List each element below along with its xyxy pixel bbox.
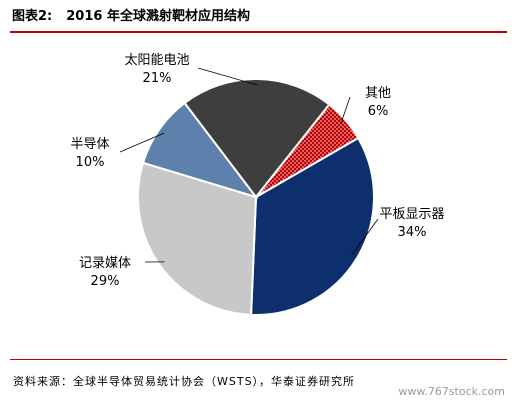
leader-line xyxy=(197,67,258,86)
slice-category-label: 其他 xyxy=(365,86,391,101)
chart-title: 2016 年全球溅射靶材应用结构 xyxy=(66,9,250,24)
leader-line xyxy=(119,132,165,153)
slice-category-label: 半导体 xyxy=(70,137,109,152)
leader-line xyxy=(340,96,351,124)
pie-slices xyxy=(137,78,375,316)
source-note: 资料来源：全球半导体贸易统计协会（WSTS），华泰证券研究所 xyxy=(13,375,356,388)
slice-category-label: 平板显示器 xyxy=(379,207,444,222)
footer-rule xyxy=(10,359,507,360)
header-rule xyxy=(10,31,507,33)
leader-line xyxy=(351,218,379,256)
slice-category-label: 记录媒体 xyxy=(79,256,131,271)
watermark: www.767stock.com xyxy=(398,385,505,398)
slice-value-label: 21% xyxy=(143,71,172,86)
slice-value-label: 34% xyxy=(398,225,427,240)
figure-label: 图表2: xyxy=(12,9,53,24)
leader-lines xyxy=(119,67,379,263)
slice-category-label: 太阳能电池 xyxy=(124,53,189,68)
slice-labels: 平板显示器 34% 记录媒体 29% 半导体 10% 太阳能电池 21% 其他 6% xyxy=(70,53,444,289)
slice-value-label: 10% xyxy=(76,155,105,170)
pie-slice xyxy=(255,103,360,198)
pie-slice xyxy=(137,161,258,316)
figure-header: 图表2: 2016 年全球溅射靶材应用结构 xyxy=(12,8,507,26)
pie-slice xyxy=(141,101,259,199)
pie-slice xyxy=(183,78,331,199)
slice-value-label: 29% xyxy=(91,274,120,289)
slice-value-label: 6% xyxy=(368,104,389,119)
